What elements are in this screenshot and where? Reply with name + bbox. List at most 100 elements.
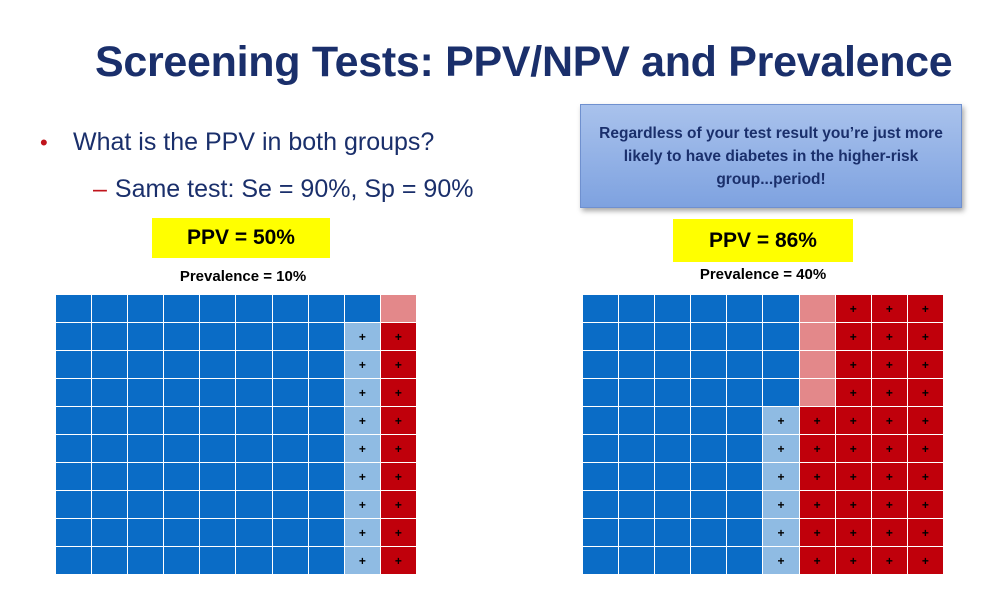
true-negative-cell	[128, 295, 164, 322]
true-positive-cell: +	[871, 463, 907, 490]
true-positive-cell: +	[380, 491, 416, 518]
true-positive-cell: +	[835, 295, 871, 322]
true-negative-cell	[308, 491, 344, 518]
true-negative-cell	[92, 295, 128, 322]
slide-title: Screening Tests: PPV/NPV and Prevalence	[95, 38, 953, 86]
true-negative-cell	[56, 463, 92, 490]
true-negative-cell	[164, 351, 200, 378]
true-positive-cell: +	[871, 407, 907, 434]
true-negative-cell	[727, 435, 763, 462]
true-negative-cell	[727, 379, 763, 406]
true-positive-cell: +	[907, 351, 943, 378]
true-positive-cell: +	[835, 519, 871, 546]
true-positive-cell: +	[380, 407, 416, 434]
true-negative-cell	[200, 379, 236, 406]
true-negative-cell	[655, 435, 691, 462]
true-negative-cell	[763, 323, 799, 350]
true-negative-cell	[92, 491, 128, 518]
true-negative-cell	[619, 435, 655, 462]
false-positive-cell: +	[344, 323, 380, 350]
false-positive-cell: +	[763, 435, 799, 462]
true-negative-cell	[92, 519, 128, 546]
true-negative-cell	[236, 351, 272, 378]
true-negative-cell	[583, 379, 619, 406]
true-negative-cell	[272, 547, 308, 574]
bullet-question-text: What is the PPV in both groups?	[73, 128, 435, 156]
true-negative-cell	[164, 407, 200, 434]
true-negative-cell	[236, 407, 272, 434]
true-positive-cell: +	[799, 519, 835, 546]
false-positive-cell: +	[344, 435, 380, 462]
true-negative-cell	[619, 463, 655, 490]
true-negative-cell	[619, 491, 655, 518]
sub-bullet: – Same test: Se = 90%, Sp = 90%	[93, 175, 473, 204]
true-negative-cell	[583, 295, 619, 322]
true-negative-cell	[583, 463, 619, 490]
true-negative-cell	[200, 323, 236, 350]
false-positive-cell: +	[344, 519, 380, 546]
false-positive-cell: +	[344, 407, 380, 434]
false-positive-cell: +	[344, 491, 380, 518]
true-negative-cell	[583, 491, 619, 518]
true-negative-cell	[128, 519, 164, 546]
true-negative-cell	[164, 463, 200, 490]
true-positive-cell: +	[799, 463, 835, 490]
true-negative-cell	[164, 547, 200, 574]
true-positive-cell: +	[380, 435, 416, 462]
true-negative-cell	[619, 295, 655, 322]
true-negative-cell	[691, 491, 727, 518]
true-negative-cell	[92, 351, 128, 378]
false-negative-cell	[799, 295, 835, 322]
true-negative-cell	[655, 379, 691, 406]
false-positive-cell: +	[763, 407, 799, 434]
true-negative-cell	[583, 435, 619, 462]
true-negative-cell	[308, 407, 344, 434]
prevalence-label-high: Prevalence = 40%	[699, 266, 827, 283]
true-negative-cell	[236, 295, 272, 322]
true-negative-cell	[272, 519, 308, 546]
true-negative-cell	[164, 491, 200, 518]
true-negative-cell	[200, 547, 236, 574]
true-negative-cell	[92, 379, 128, 406]
true-negative-cell	[56, 519, 92, 546]
ppv-badge-high-prevalence: PPV = 86%	[673, 219, 853, 262]
true-negative-cell	[272, 407, 308, 434]
true-negative-cell	[236, 491, 272, 518]
true-negative-cell	[691, 463, 727, 490]
true-positive-cell: +	[835, 491, 871, 518]
true-negative-cell	[164, 379, 200, 406]
true-negative-cell	[200, 435, 236, 462]
true-positive-cell: +	[907, 491, 943, 518]
true-negative-cell	[272, 295, 308, 322]
true-negative-cell	[236, 435, 272, 462]
true-negative-cell	[691, 295, 727, 322]
true-negative-cell	[56, 435, 92, 462]
true-negative-cell	[128, 351, 164, 378]
true-negative-cell	[619, 323, 655, 350]
true-negative-cell	[308, 547, 344, 574]
true-negative-cell	[128, 547, 164, 574]
true-positive-cell: +	[835, 407, 871, 434]
true-positive-cell: +	[835, 323, 871, 350]
true-negative-cell	[56, 351, 92, 378]
true-positive-cell: +	[835, 463, 871, 490]
true-positive-cell: +	[380, 323, 416, 350]
true-negative-cell	[128, 463, 164, 490]
true-positive-cell: +	[907, 435, 943, 462]
true-negative-cell	[308, 519, 344, 546]
true-negative-cell	[655, 351, 691, 378]
true-negative-cell	[92, 435, 128, 462]
true-negative-cell	[583, 351, 619, 378]
bullet-marker: •	[40, 130, 48, 155]
true-negative-cell	[691, 351, 727, 378]
true-positive-cell: +	[871, 379, 907, 406]
true-negative-cell	[583, 407, 619, 434]
true-positive-cell: +	[907, 519, 943, 546]
true-positive-cell: +	[871, 519, 907, 546]
true-negative-cell	[655, 463, 691, 490]
true-positive-cell: +	[380, 351, 416, 378]
true-positive-cell: +	[380, 463, 416, 490]
false-positive-cell: +	[344, 547, 380, 574]
true-negative-cell	[236, 519, 272, 546]
callout-text: Regardless of your test result you’re ju…	[599, 124, 943, 188]
